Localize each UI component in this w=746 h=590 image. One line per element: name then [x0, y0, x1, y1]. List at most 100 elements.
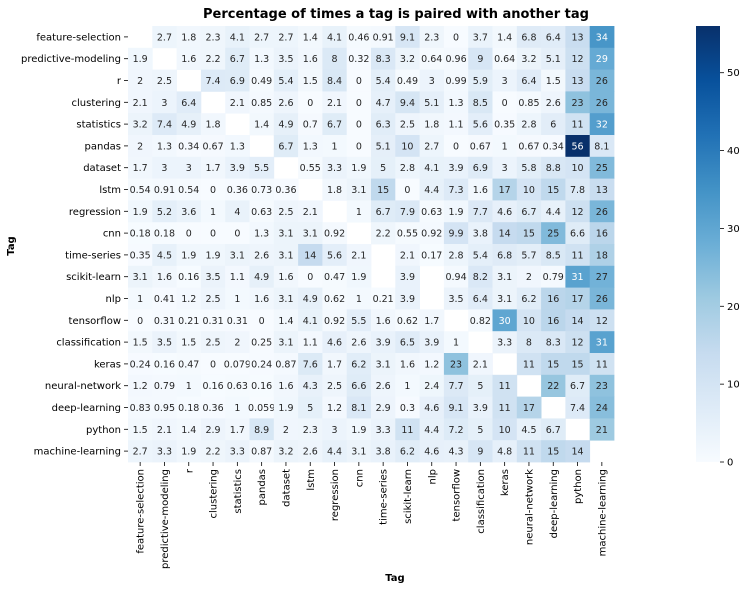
heatmap-cell — [298, 287, 323, 310]
cell-value-label: 2.7 — [133, 447, 148, 458]
heatmap-cell — [589, 135, 615, 158]
cell-value-label: 2.6 — [351, 338, 366, 349]
heatmap-cell — [298, 374, 323, 397]
heatmap-cell — [322, 287, 348, 310]
heatmap-cell — [443, 91, 469, 114]
cell-value-label: 7.9 — [400, 207, 415, 218]
cell-value-label: 2 — [283, 425, 289, 436]
cell-value-label: 0 — [356, 98, 362, 109]
x-axis-label: Tag — [385, 573, 404, 584]
cell-value-label: 3.2 — [400, 54, 415, 65]
heatmap-cell — [249, 353, 275, 376]
y-tick-label: pandas — [85, 141, 122, 152]
cell-value-label: 0.16 — [178, 272, 199, 283]
heatmap-cell — [322, 156, 348, 179]
heatmap-cell — [249, 418, 275, 441]
heatmap-cell — [298, 331, 323, 354]
heatmap-cell — [152, 353, 177, 376]
cell-value-label: 0.85 — [251, 98, 272, 109]
cell-value-label: 1.4 — [497, 32, 512, 43]
cell-value-label: 6.8 — [497, 250, 512, 261]
heatmap-cell — [492, 265, 518, 288]
x-tick-label: cnn — [354, 469, 365, 487]
heatmap-cell — [492, 200, 518, 223]
heatmap-cell — [589, 287, 615, 310]
cell-value-label: 1.9 — [278, 403, 293, 414]
cell-value-label: 5 — [477, 425, 483, 436]
cell-value-label: 5.6 — [473, 120, 488, 131]
heatmap-cell — [565, 331, 591, 354]
heatmap-cell — [468, 135, 493, 158]
cell-value-label: 3.9 — [473, 403, 488, 414]
cell-value-label: 1.3 — [303, 141, 318, 152]
cell-value-label: 5.7 — [521, 250, 536, 261]
heatmap-cell — [200, 440, 226, 463]
heatmap-cell — [419, 69, 445, 92]
cell-value-label: 0 — [234, 229, 240, 240]
cell-value-label: 1.8 — [424, 120, 439, 131]
heatmap-cell — [468, 69, 493, 92]
cell-value-label: 8.3 — [546, 338, 561, 349]
cell-value-label: 12 — [572, 54, 584, 65]
heatmap-cell — [128, 200, 153, 223]
heatmap-cell — [152, 309, 177, 332]
y-tick-label: predictive-modeling — [21, 54, 121, 65]
heatmap-cell — [298, 47, 323, 70]
cell-value-label: 0.67 — [518, 141, 539, 152]
heatmap-cell — [395, 47, 420, 70]
heatmap-cell — [395, 113, 420, 136]
heatmap-cell — [176, 374, 202, 397]
heatmap-cell — [346, 353, 372, 376]
cell-value-label: 3.1 — [133, 272, 148, 283]
heatmap-cell — [492, 69, 518, 92]
cell-value-label: 4.6 — [424, 447, 439, 458]
cell-value-label: 1 — [186, 381, 192, 392]
heatmap-cell — [298, 91, 323, 114]
cell-value-label: 15 — [572, 359, 584, 370]
cell-value-label: 6.4 — [521, 76, 536, 87]
cell-value-label: 0.31 — [227, 316, 248, 327]
cell-value-label: 15 — [547, 185, 559, 196]
heatmap-cell — [419, 418, 445, 441]
heatmap-cell — [128, 440, 153, 463]
heatmap-cell — [516, 418, 542, 441]
heatmap-cell — [395, 309, 420, 332]
heatmap-cell — [249, 440, 275, 463]
cell-value-label: 4.4 — [424, 425, 439, 436]
cell-value-label: 2.1 — [303, 207, 318, 218]
cell-value-label: 1.6 — [473, 185, 488, 196]
cell-value-label: 2.6 — [303, 447, 318, 458]
heatmap-cell — [419, 178, 445, 201]
cell-value-label: 3.9 — [400, 272, 415, 283]
cell-value-label: 1.6 — [278, 272, 293, 283]
heatmap-cell — [371, 353, 396, 376]
cell-value-label: 4.9 — [303, 294, 318, 305]
heatmap-cell — [516, 331, 542, 354]
cell-value-label: 3.1 — [497, 294, 512, 305]
cell-value-label: 0.7 — [303, 120, 318, 131]
cell-value-label: 2.5 — [327, 381, 342, 392]
heatmap-cell — [419, 440, 445, 463]
cell-value-label: 0.36 — [275, 185, 296, 196]
heatmap-cell — [492, 47, 518, 70]
cell-value-label: 0.79 — [543, 272, 564, 283]
cell-value-label: 0.35 — [130, 250, 151, 261]
heatmap-cell — [443, 156, 469, 179]
heatmap-cell — [443, 244, 469, 267]
cell-value-label: 0.63 — [251, 207, 272, 218]
cell-value-label: 13 — [572, 76, 584, 87]
cell-value-label: 7.7 — [448, 381, 463, 392]
heatmap-cell — [322, 91, 348, 114]
heatmap-cell — [565, 440, 591, 463]
heatmap-cell — [371, 178, 396, 201]
heatmap-cell — [273, 200, 299, 223]
heatmap-cell — [152, 331, 177, 354]
heatmap-cell — [395, 244, 420, 267]
heatmap-cell — [516, 309, 542, 332]
heatmap-cell — [541, 222, 566, 245]
heatmap-cell — [298, 244, 323, 267]
heatmap-cell — [346, 178, 372, 201]
heatmap-cell — [176, 113, 202, 136]
cell-value-label: 8.5 — [546, 250, 561, 261]
cell-value-label: 0.47 — [324, 272, 345, 283]
